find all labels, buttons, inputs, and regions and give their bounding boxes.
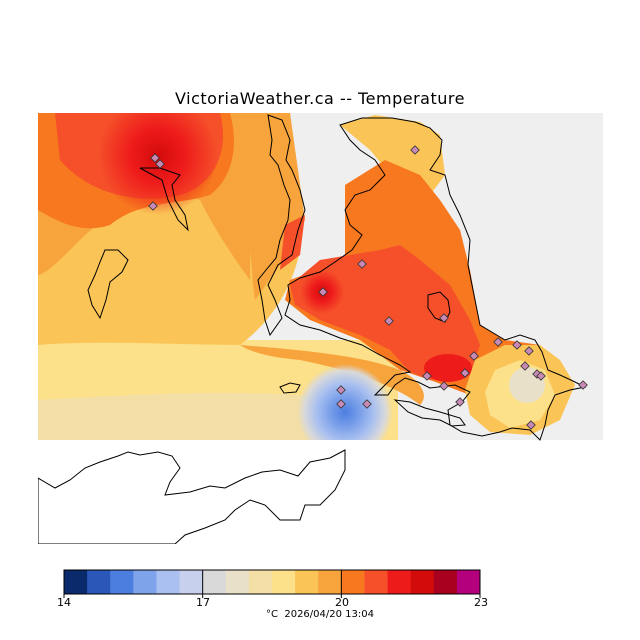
colorbar-swatch (87, 570, 111, 594)
colorbar-swatch (133, 570, 157, 594)
east-coast-outline (257, 114, 306, 337)
weather-station-marker[interactable] (520, 361, 530, 371)
colorbar-swatch (156, 570, 181, 594)
band-pale-south (38, 392, 380, 440)
colorbar-swatch (272, 570, 296, 594)
weather-station-marker[interactable] (150, 153, 160, 163)
cool-spot-strait (297, 364, 393, 460)
colorbar-swatch (364, 570, 389, 594)
warm-spot-southeast (424, 354, 472, 382)
weather-station-marker[interactable] (318, 287, 328, 297)
band-orange-strait (240, 345, 424, 405)
colorbar (63, 569, 481, 598)
map-title: VictoriaWeather.ca -- Temperature (175, 89, 465, 108)
colorbar-swatch (387, 570, 412, 594)
weather-station-marker[interactable] (148, 201, 158, 211)
colorbar-swatch (410, 570, 435, 594)
island-outline-northwest (139, 167, 189, 232)
weather-station-marker[interactable] (578, 380, 588, 390)
unit-label: °C (266, 609, 278, 620)
weather-station-marker[interactable] (336, 399, 346, 409)
weather-station-marker[interactable] (384, 316, 394, 326)
weather-station-marker[interactable] (526, 420, 536, 430)
island-outline-small-strait (279, 382, 301, 394)
weather-station-marker[interactable] (362, 399, 372, 409)
timestamp: 2026/04/20 13:04 (284, 609, 374, 620)
colorbar-swatch (225, 570, 250, 594)
band-orange-east-coast (240, 113, 305, 300)
colorbar-swatch (318, 570, 342, 594)
weather-station-marker[interactable] (524, 346, 534, 356)
weather-station-marker[interactable] (439, 313, 449, 323)
colorbar-swatch (248, 570, 273, 594)
colorbar-swatch (202, 570, 227, 594)
colorbar-swatch (179, 570, 204, 594)
island-outline-west (87, 249, 129, 320)
weather-station-marker[interactable] (439, 381, 449, 391)
colorbar-swatch (295, 570, 319, 594)
weather-station-marker[interactable] (336, 385, 346, 395)
colorbar-swatch (433, 570, 458, 594)
peninsula-outline (284, 117, 587, 441)
colorbar-footer: °C 2026/04/20 13:04 (0, 609, 640, 620)
colorbar-swatch (110, 570, 134, 594)
weather-station-marker[interactable] (455, 397, 465, 407)
colorbar-tick-14: 14 (57, 596, 71, 609)
weather-station-marker[interactable] (357, 259, 367, 269)
colorbar-swatch (64, 570, 88, 594)
weather-station-marker[interactable] (493, 337, 503, 347)
weather-station-marker[interactable] (155, 159, 165, 169)
colorbar-swatch (456, 570, 481, 594)
weather-station-marker[interactable] (422, 371, 432, 381)
weather-station-marker[interactable] (512, 340, 522, 350)
colorbar-tick-17: 17 (196, 596, 210, 609)
warm-peak-northwest (98, 113, 218, 215)
colorbar-tick-20: 20 (335, 596, 349, 609)
landmass-outline-south (38, 449, 346, 544)
station-markers (148, 145, 588, 430)
weather-station-marker[interactable] (460, 368, 470, 378)
colorbar-swatch (341, 570, 365, 594)
colorbar-tick-23: 23 (474, 596, 488, 609)
weather-station-marker[interactable] (410, 145, 420, 155)
weather-station-marker[interactable] (469, 351, 479, 361)
weather-station-marker[interactable] (536, 371, 546, 381)
island-outline-harbour (393, 399, 466, 427)
